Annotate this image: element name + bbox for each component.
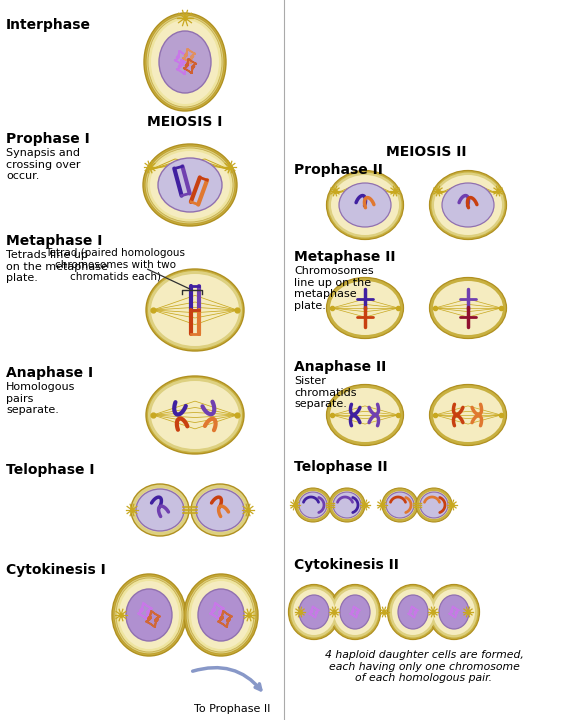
Text: Telophase II: Telophase II: [294, 460, 387, 474]
Text: 4 haploid daughter cells are formed,
each having only one chromosome
of each hom: 4 haploid daughter cells are formed, eac…: [324, 650, 524, 683]
Ellipse shape: [159, 31, 211, 93]
Ellipse shape: [147, 148, 233, 222]
Ellipse shape: [148, 378, 242, 452]
Ellipse shape: [429, 384, 507, 446]
Ellipse shape: [433, 388, 503, 442]
Text: Tetrad (paired homologous
chromosomes with two
chromatids each): Tetrad (paired homologous chromosomes wi…: [45, 248, 185, 282]
Ellipse shape: [382, 488, 418, 522]
Ellipse shape: [429, 171, 507, 240]
Ellipse shape: [428, 585, 479, 639]
Ellipse shape: [184, 574, 258, 656]
Ellipse shape: [293, 589, 335, 635]
Ellipse shape: [191, 581, 251, 649]
Ellipse shape: [329, 488, 365, 522]
Text: Cytokinesis II: Cytokinesis II: [294, 558, 399, 572]
Ellipse shape: [416, 488, 452, 522]
Text: Homologous
pairs
separate.: Homologous pairs separate.: [6, 382, 76, 415]
Ellipse shape: [327, 171, 403, 240]
Ellipse shape: [327, 384, 403, 446]
Ellipse shape: [439, 595, 469, 629]
Ellipse shape: [145, 146, 235, 224]
Ellipse shape: [295, 488, 331, 522]
Text: Telophase I: Telophase I: [6, 463, 94, 477]
Ellipse shape: [148, 17, 222, 107]
Ellipse shape: [150, 151, 230, 219]
Ellipse shape: [151, 20, 219, 104]
Ellipse shape: [119, 581, 179, 649]
Ellipse shape: [146, 269, 244, 351]
Ellipse shape: [146, 15, 224, 109]
Ellipse shape: [186, 576, 256, 654]
Ellipse shape: [339, 183, 391, 227]
Ellipse shape: [398, 595, 428, 629]
Ellipse shape: [328, 173, 402, 238]
Ellipse shape: [392, 589, 434, 635]
Ellipse shape: [419, 491, 449, 519]
Ellipse shape: [196, 489, 244, 531]
Ellipse shape: [385, 491, 415, 519]
Ellipse shape: [146, 376, 244, 454]
Ellipse shape: [195, 488, 245, 532]
Ellipse shape: [114, 576, 184, 654]
Ellipse shape: [433, 589, 475, 635]
Text: Metaphase I: Metaphase I: [6, 234, 102, 248]
Text: Interphase: Interphase: [6, 18, 91, 32]
Ellipse shape: [191, 484, 249, 536]
Ellipse shape: [390, 587, 436, 637]
Ellipse shape: [131, 484, 189, 536]
Text: Prophase I: Prophase I: [6, 132, 90, 146]
Ellipse shape: [330, 388, 400, 442]
Text: To Prophase II: To Prophase II: [194, 704, 270, 714]
Ellipse shape: [332, 587, 378, 637]
Ellipse shape: [333, 492, 361, 518]
Ellipse shape: [188, 578, 254, 652]
Ellipse shape: [151, 381, 239, 449]
Ellipse shape: [299, 492, 327, 518]
Ellipse shape: [327, 277, 403, 338]
Ellipse shape: [299, 595, 329, 629]
Ellipse shape: [332, 491, 362, 519]
Text: Synapsis and
crossing over
occur.: Synapsis and crossing over occur.: [6, 148, 81, 181]
Text: Metaphase II: Metaphase II: [294, 250, 395, 264]
Ellipse shape: [143, 144, 237, 226]
Ellipse shape: [151, 274, 239, 346]
Ellipse shape: [420, 492, 448, 518]
Ellipse shape: [387, 585, 438, 639]
Ellipse shape: [290, 587, 337, 637]
Ellipse shape: [433, 281, 503, 335]
Ellipse shape: [112, 574, 186, 656]
Text: Cytokinesis I: Cytokinesis I: [6, 563, 106, 577]
Ellipse shape: [116, 578, 182, 652]
Ellipse shape: [198, 589, 244, 641]
Text: Anaphase II: Anaphase II: [294, 360, 386, 374]
Text: MEIOSIS I: MEIOSIS I: [147, 115, 223, 129]
Ellipse shape: [431, 587, 478, 637]
Ellipse shape: [429, 277, 507, 338]
Ellipse shape: [136, 489, 184, 531]
Text: Tetrads line up
on the metaphase
plate.: Tetrads line up on the metaphase plate.: [6, 250, 108, 283]
Ellipse shape: [135, 488, 185, 532]
Ellipse shape: [148, 271, 242, 349]
Ellipse shape: [298, 491, 328, 519]
Ellipse shape: [386, 492, 414, 518]
Ellipse shape: [158, 158, 222, 212]
Ellipse shape: [331, 175, 399, 235]
Text: Anaphase I: Anaphase I: [6, 366, 93, 380]
Text: MEIOSIS II: MEIOSIS II: [386, 145, 466, 159]
Ellipse shape: [144, 13, 226, 111]
Ellipse shape: [126, 589, 172, 641]
Text: Chromosomes
line up on the
metaphase
plate.: Chromosomes line up on the metaphase pla…: [294, 266, 374, 311]
Ellipse shape: [330, 281, 400, 335]
Ellipse shape: [340, 595, 370, 629]
Ellipse shape: [434, 175, 502, 235]
Ellipse shape: [289, 585, 340, 639]
Text: Sister
chromatids
separate.: Sister chromatids separate.: [294, 376, 357, 409]
Ellipse shape: [442, 183, 494, 227]
Text: Prophase II: Prophase II: [294, 163, 383, 177]
Ellipse shape: [334, 589, 376, 635]
Ellipse shape: [432, 173, 504, 238]
Ellipse shape: [329, 585, 381, 639]
